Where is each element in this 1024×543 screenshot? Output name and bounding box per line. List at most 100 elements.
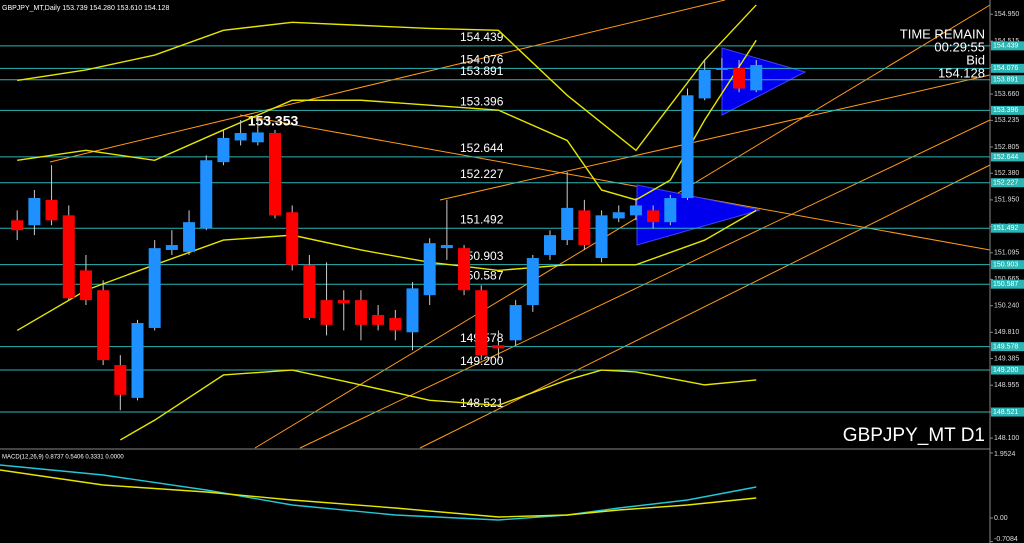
trend-line — [49, 0, 726, 163]
candle-body — [423, 243, 436, 296]
level-axis-label: 149.578 — [993, 343, 1018, 350]
candle-body — [595, 215, 608, 259]
candle-body — [165, 245, 178, 250]
indicator-line — [119, 369, 757, 441]
level-axis-box — [991, 342, 1024, 352]
y-tick-label: 151.950 — [994, 197, 1019, 204]
bid: 154.128 — [938, 65, 985, 80]
timer-label: TIME REMAIN — [900, 26, 985, 41]
level-label: 152.227 — [460, 167, 504, 181]
macd-y-tick-label: -0.7084 — [994, 536, 1018, 543]
level-axis-box — [991, 279, 1024, 289]
candle-body — [303, 264, 316, 319]
y-tick-label: 148.100 — [994, 435, 1019, 442]
candle-body — [544, 235, 556, 255]
candle-body — [440, 245, 453, 249]
level-axis-label: 153.891 — [993, 77, 1018, 84]
candle-body — [733, 68, 746, 89]
level-axis-label: 152.227 — [993, 180, 1018, 187]
candle-body — [337, 300, 350, 304]
candle-body — [79, 270, 92, 301]
level-axis-box — [991, 365, 1024, 375]
candle-body — [148, 248, 161, 328]
trend-line — [254, 4, 991, 449]
indicator-line — [17, 39, 757, 201]
level-axis-box — [991, 75, 1024, 85]
candle-body — [200, 160, 213, 229]
candle-body — [234, 133, 247, 141]
y-tick-label: 149.810 — [994, 329, 1019, 336]
bid-label: Bid — [966, 52, 985, 67]
y-tick-label: 149.385 — [994, 355, 1019, 362]
candle-body — [475, 290, 488, 356]
y-tick-label: 154.950 — [994, 11, 1019, 18]
candle-body — [647, 210, 660, 223]
candle-body — [28, 198, 41, 226]
level-axis-box — [991, 260, 1024, 270]
level-axis-label: 154.076 — [993, 65, 1018, 72]
level-label: 153.396 — [460, 95, 504, 109]
level-axis-box — [991, 152, 1024, 162]
candle-body — [578, 210, 591, 246]
macd-y-tick-label: 1.9524 — [994, 451, 1016, 458]
level-axis-box — [991, 41, 1024, 51]
candle-body — [114, 365, 127, 395]
candle-body — [286, 212, 299, 265]
candle-body — [251, 132, 264, 143]
level-label: 153.891 — [460, 64, 504, 78]
candle-body — [354, 300, 367, 325]
y-tick-label: 152.380 — [994, 170, 1019, 177]
candle-body — [681, 95, 694, 199]
level-label: 152.644 — [460, 141, 504, 155]
candle-body — [492, 345, 505, 349]
level-axis-label: 154.439 — [993, 43, 1018, 50]
level-axis-box — [991, 105, 1024, 115]
candle-body — [372, 314, 385, 325]
level-label: 154.076 — [460, 52, 504, 66]
level-label: 154.439 — [460, 30, 504, 44]
candle-body — [131, 323, 144, 398]
level-axis-label: 152.644 — [993, 154, 1018, 161]
trend-lines — [49, 0, 991, 449]
candle-body — [45, 199, 58, 221]
candle-body — [526, 258, 539, 306]
level-label: 148.521 — [460, 396, 504, 410]
symbol-info: GBPJPY_MT,Daily 153.739 154.280 153.610 … — [2, 5, 169, 12]
indicator-line — [17, 4, 757, 152]
level-label: 151.492 — [460, 212, 504, 226]
timer: 00:29:55 — [934, 39, 985, 54]
y-tick-label: 152.805 — [994, 144, 1019, 151]
level-axis-box — [991, 223, 1024, 233]
level-axis-box — [991, 63, 1024, 73]
y-tick-label: 151.095 — [994, 250, 1019, 257]
macd-y-tick-label: 0.00 — [994, 515, 1008, 522]
candle-body — [97, 290, 110, 361]
candle-body — [561, 207, 574, 241]
trend-line — [419, 164, 991, 449]
level-axis-label: 150.903 — [993, 261, 1018, 268]
macd-line — [0, 464, 757, 521]
candle-body — [664, 198, 677, 223]
level-axis-box — [991, 178, 1024, 188]
y-tick-label: 150.240 — [994, 303, 1019, 310]
indicator-line — [16, 209, 757, 332]
candle-body — [612, 212, 625, 219]
candle-body — [458, 248, 471, 291]
candle-body — [11, 220, 24, 231]
candle-body — [698, 69, 711, 99]
level-axis-label: 148.521 — [993, 409, 1018, 416]
candle-body — [629, 205, 642, 216]
candle-body — [715, 68, 728, 70]
level-axis-label: 151.492 — [993, 225, 1018, 232]
candle-body — [62, 215, 75, 299]
level-axis-box — [991, 407, 1024, 417]
candle-body — [217, 137, 230, 163]
macd-line — [0, 469, 757, 518]
candle-body — [509, 305, 522, 341]
candle-body — [406, 288, 419, 333]
y-tick-label: 148.955 — [994, 382, 1019, 389]
high-annotation: 153.353 — [248, 113, 299, 129]
chart-title: GBPJPY_MT D1 — [843, 425, 985, 446]
level-axis-label: 150.587 — [993, 281, 1018, 288]
